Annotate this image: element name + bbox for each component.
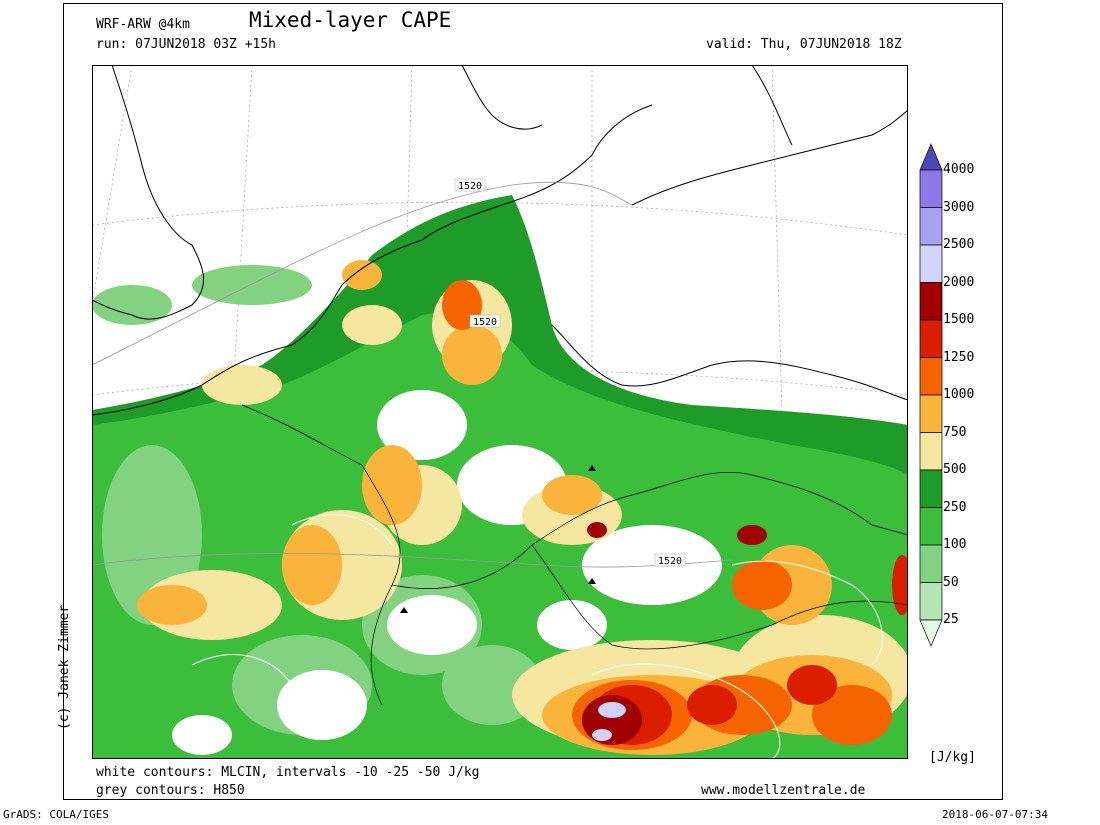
contour-label: 1520 [473,317,497,328]
colorbar-tick-label: 25 [943,612,959,627]
colorbar-swatch [919,469,943,508]
colorbar-tick-label: 3000 [943,199,975,215]
city-markers [400,465,596,613]
colorbar-tick-label: 1500 [943,312,975,327]
colorbar-swatch [919,507,943,546]
cin-contours [191,514,883,759]
country-borders [241,404,908,706]
footer-cin-label: white contours: MLCIN, intervals -10 -25… [96,765,480,780]
colorbar-tick-label: 100 [943,537,967,552]
colorbar-swatch [919,394,943,433]
colorbar-tick-label: 750 [943,424,967,440]
colorbar-swatch [919,169,943,208]
colorbar-swatch [919,319,943,358]
cape-2000-patches [592,702,626,741]
colorbar-tick-label: 1000 [943,387,975,402]
figure-frame [63,3,1003,800]
colorbar-swatch [919,357,943,396]
model-label: WRF-ARW @4km [96,17,190,32]
colorbar-swatch [919,282,943,321]
colorbar-tick-label: 500 [943,462,967,477]
colorbar-tick-label: 2000 [943,274,975,290]
valid-label: valid: Thu, 07JUN2018 18Z [706,37,902,52]
colorbar-swatch [919,244,943,283]
run-label: run: 07JUN2018 03Z +15h [96,37,277,52]
colorbar-swatch [919,544,943,583]
website-label: www.modellzentrale.de [701,783,866,798]
colorbar [919,143,943,647]
contour-label: 1520 [458,181,482,192]
grads-label: GrADS: COLA/IGES [3,808,109,821]
colorbar-tick-label: 50 [943,574,959,590]
colorbar-tick-label: 250 [943,499,967,515]
colorbar-swatch [919,582,943,621]
colorbar-swatch [919,207,943,246]
coastlines [92,65,908,416]
chart-title: Mixed-layer CAPE [249,8,452,32]
timestamp-label: 2018-06-07-07:34 [942,808,1048,821]
colorbar-arrow-bottom [919,619,943,647]
low-cape-patches [172,390,722,755]
colorbar-arrow-top [919,143,943,171]
cape-map: 1520 1520 1520 [92,65,908,759]
colorbar-tick-label: 4000 [943,162,975,177]
footer-h850-label: grey contours: H850 [96,783,245,798]
colorbar-tick-label: 1250 [943,349,975,365]
unit-label: [J/kg] [929,750,976,765]
contour-label: 1520 [658,556,682,567]
copyright-label: (c) Janek Zimmer [57,604,72,730]
colorbar-tick-label: 2500 [943,237,975,252]
colorbar-swatch [919,432,943,471]
